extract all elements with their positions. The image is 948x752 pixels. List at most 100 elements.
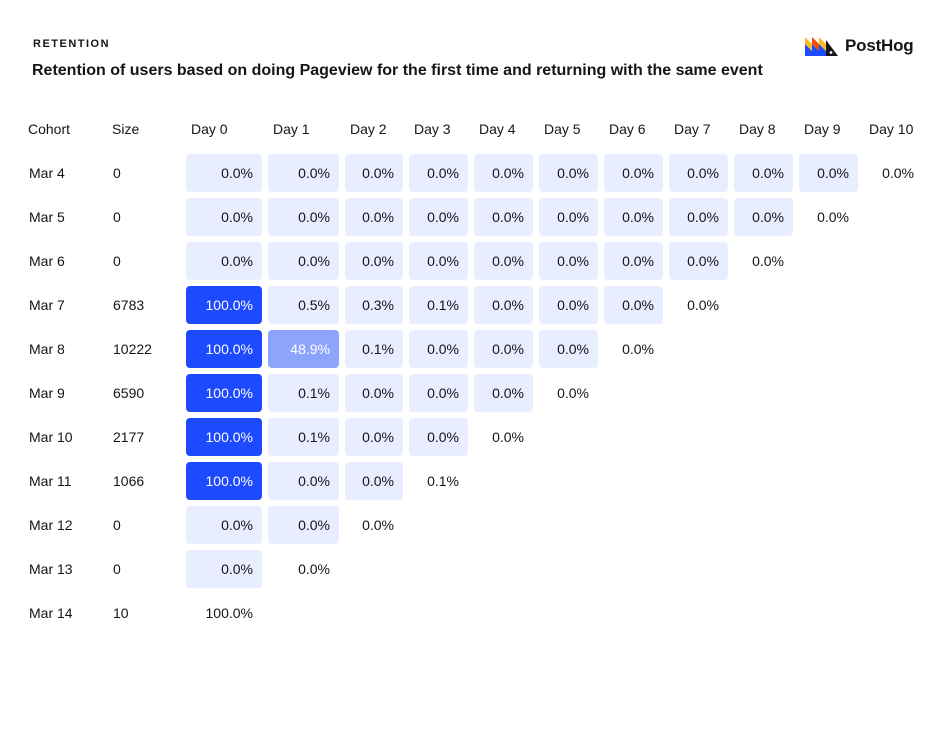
retention-cell: 0.0% (539, 198, 598, 236)
retention-cell: 0.0% (409, 330, 468, 368)
cohort-label: Mar 9 (29, 385, 65, 401)
retention-cell: 0.3% (345, 286, 403, 324)
retention-cell: 0.0% (345, 154, 403, 192)
retention-cell: 0.0% (474, 374, 533, 412)
cohort-size: 6590 (113, 385, 145, 401)
column-header-day-6: Day 6 (609, 121, 646, 137)
retention-cell: 0.0% (186, 550, 262, 588)
retention-cell: 0.0% (817, 209, 849, 225)
retention-cell: 0.0% (539, 286, 598, 324)
retention-cell: 0.0% (539, 330, 598, 368)
column-header-day-0: Day 0 (191, 121, 228, 137)
cohort-label: Mar 5 (29, 209, 65, 225)
retention-cell: 0.0% (362, 517, 394, 533)
column-header-day-5: Day 5 (544, 121, 581, 137)
retention-cell: 48.9% (268, 330, 339, 368)
retention-cell: 0.0% (734, 154, 793, 192)
column-header-day-10: Day 10 (869, 121, 914, 137)
retention-cell: 0.0% (345, 462, 403, 500)
retention-cell: 0.0% (734, 198, 793, 236)
retention-cell: 0.0% (539, 242, 598, 280)
column-header-day-3: Day 3 (414, 121, 451, 137)
retention-cell: 0.0% (474, 154, 533, 192)
retention-cell: 0.0% (268, 198, 339, 236)
retention-cell: 0.0% (669, 198, 728, 236)
retention-cell: 0.0% (474, 198, 533, 236)
retention-cell: 0.0% (669, 242, 728, 280)
column-header-day-9: Day 9 (804, 121, 841, 137)
cohort-size: 6783 (113, 297, 145, 313)
column-header-size: Size (112, 121, 140, 137)
retention-cell: 100.0% (205, 605, 253, 621)
retention-cell: 0.0% (409, 374, 468, 412)
retention-cell: 0.0% (186, 154, 262, 192)
retention-cell: 0.0% (268, 154, 339, 192)
retention-cell: 0.0% (539, 154, 598, 192)
column-header-day-2: Day 2 (350, 121, 387, 137)
retention-cell: 0.0% (604, 154, 663, 192)
cohort-label: Mar 10 (29, 429, 73, 445)
retention-cell: 0.0% (604, 198, 663, 236)
retention-cell: 0.0% (409, 242, 468, 280)
retention-cell: 0.0% (409, 418, 468, 456)
cohort-label: Mar 13 (29, 561, 73, 577)
column-header-day-4: Day 4 (479, 121, 516, 137)
cohort-label: Mar 14 (29, 605, 73, 621)
retention-cell: 0.0% (557, 385, 589, 401)
cohort-size: 10 (113, 605, 129, 621)
retention-cell: 0.1% (268, 374, 339, 412)
retention-cell: 0.0% (604, 242, 663, 280)
posthog-logo-icon (805, 36, 839, 56)
retention-cell: 0.0% (345, 374, 403, 412)
retention-cell: 0.0% (669, 154, 728, 192)
retention-cell: 0.0% (752, 253, 784, 269)
retention-cell: 0.0% (186, 506, 262, 544)
retention-cell: 0.0% (492, 429, 524, 445)
retention-cell: 100.0% (186, 418, 262, 456)
column-header-day-8: Day 8 (739, 121, 776, 137)
retention-cell: 0.1% (268, 418, 339, 456)
retention-cell: 0.5% (268, 286, 339, 324)
cohort-label: Mar 11 (29, 473, 72, 489)
retention-cell: 0.1% (427, 473, 459, 489)
brand: PostHog (805, 36, 914, 56)
retention-cell: 0.0% (882, 165, 914, 181)
cohort-size: 2177 (113, 429, 145, 445)
retention-cell: 0.0% (409, 198, 468, 236)
retention-cell: 0.0% (474, 242, 533, 280)
retention-cell: 100.0% (186, 374, 262, 412)
cohort-size: 0 (113, 165, 121, 181)
retention-cell: 100.0% (186, 462, 262, 500)
retention-cell: 0.0% (474, 286, 533, 324)
cohort-size: 0 (113, 517, 121, 533)
cohort-size: 0 (113, 209, 121, 225)
column-header-day-1: Day 1 (273, 121, 310, 137)
section-label: RETENTION (33, 38, 111, 50)
column-header-day-7: Day 7 (674, 121, 711, 137)
cohort-size: 10222 (113, 341, 152, 357)
retention-cell: 0.0% (345, 418, 403, 456)
retention-cell: 0.1% (409, 286, 468, 324)
retention-cell: 0.0% (345, 242, 403, 280)
cohort-label: Mar 6 (29, 253, 65, 269)
retention-cell: 0.0% (268, 242, 339, 280)
cohort-label: Mar 4 (29, 165, 65, 181)
retention-cell: 100.0% (186, 286, 262, 324)
retention-cell: 0.0% (268, 506, 339, 544)
cohort-size: 1066 (113, 473, 145, 489)
retention-cell: 0.0% (622, 341, 654, 357)
retention-cell: 0.0% (186, 198, 262, 236)
brand-name: PostHog (845, 36, 914, 55)
cohort-size: 0 (113, 561, 121, 577)
cohort-label: Mar 7 (29, 297, 65, 313)
page-title: Retention of users based on doing Pagevi… (32, 62, 763, 79)
retention-cell: 0.1% (345, 330, 403, 368)
retention-cell: 0.0% (604, 286, 663, 324)
cohort-label: Mar 8 (29, 341, 65, 357)
retention-cell: 0.0% (409, 154, 468, 192)
retention-cell: 0.0% (345, 198, 403, 236)
retention-cell: 0.0% (298, 561, 330, 577)
column-header-cohort: Cohort (28, 121, 71, 137)
cohort-size: 0 (113, 253, 121, 269)
retention-cell: 100.0% (186, 330, 262, 368)
